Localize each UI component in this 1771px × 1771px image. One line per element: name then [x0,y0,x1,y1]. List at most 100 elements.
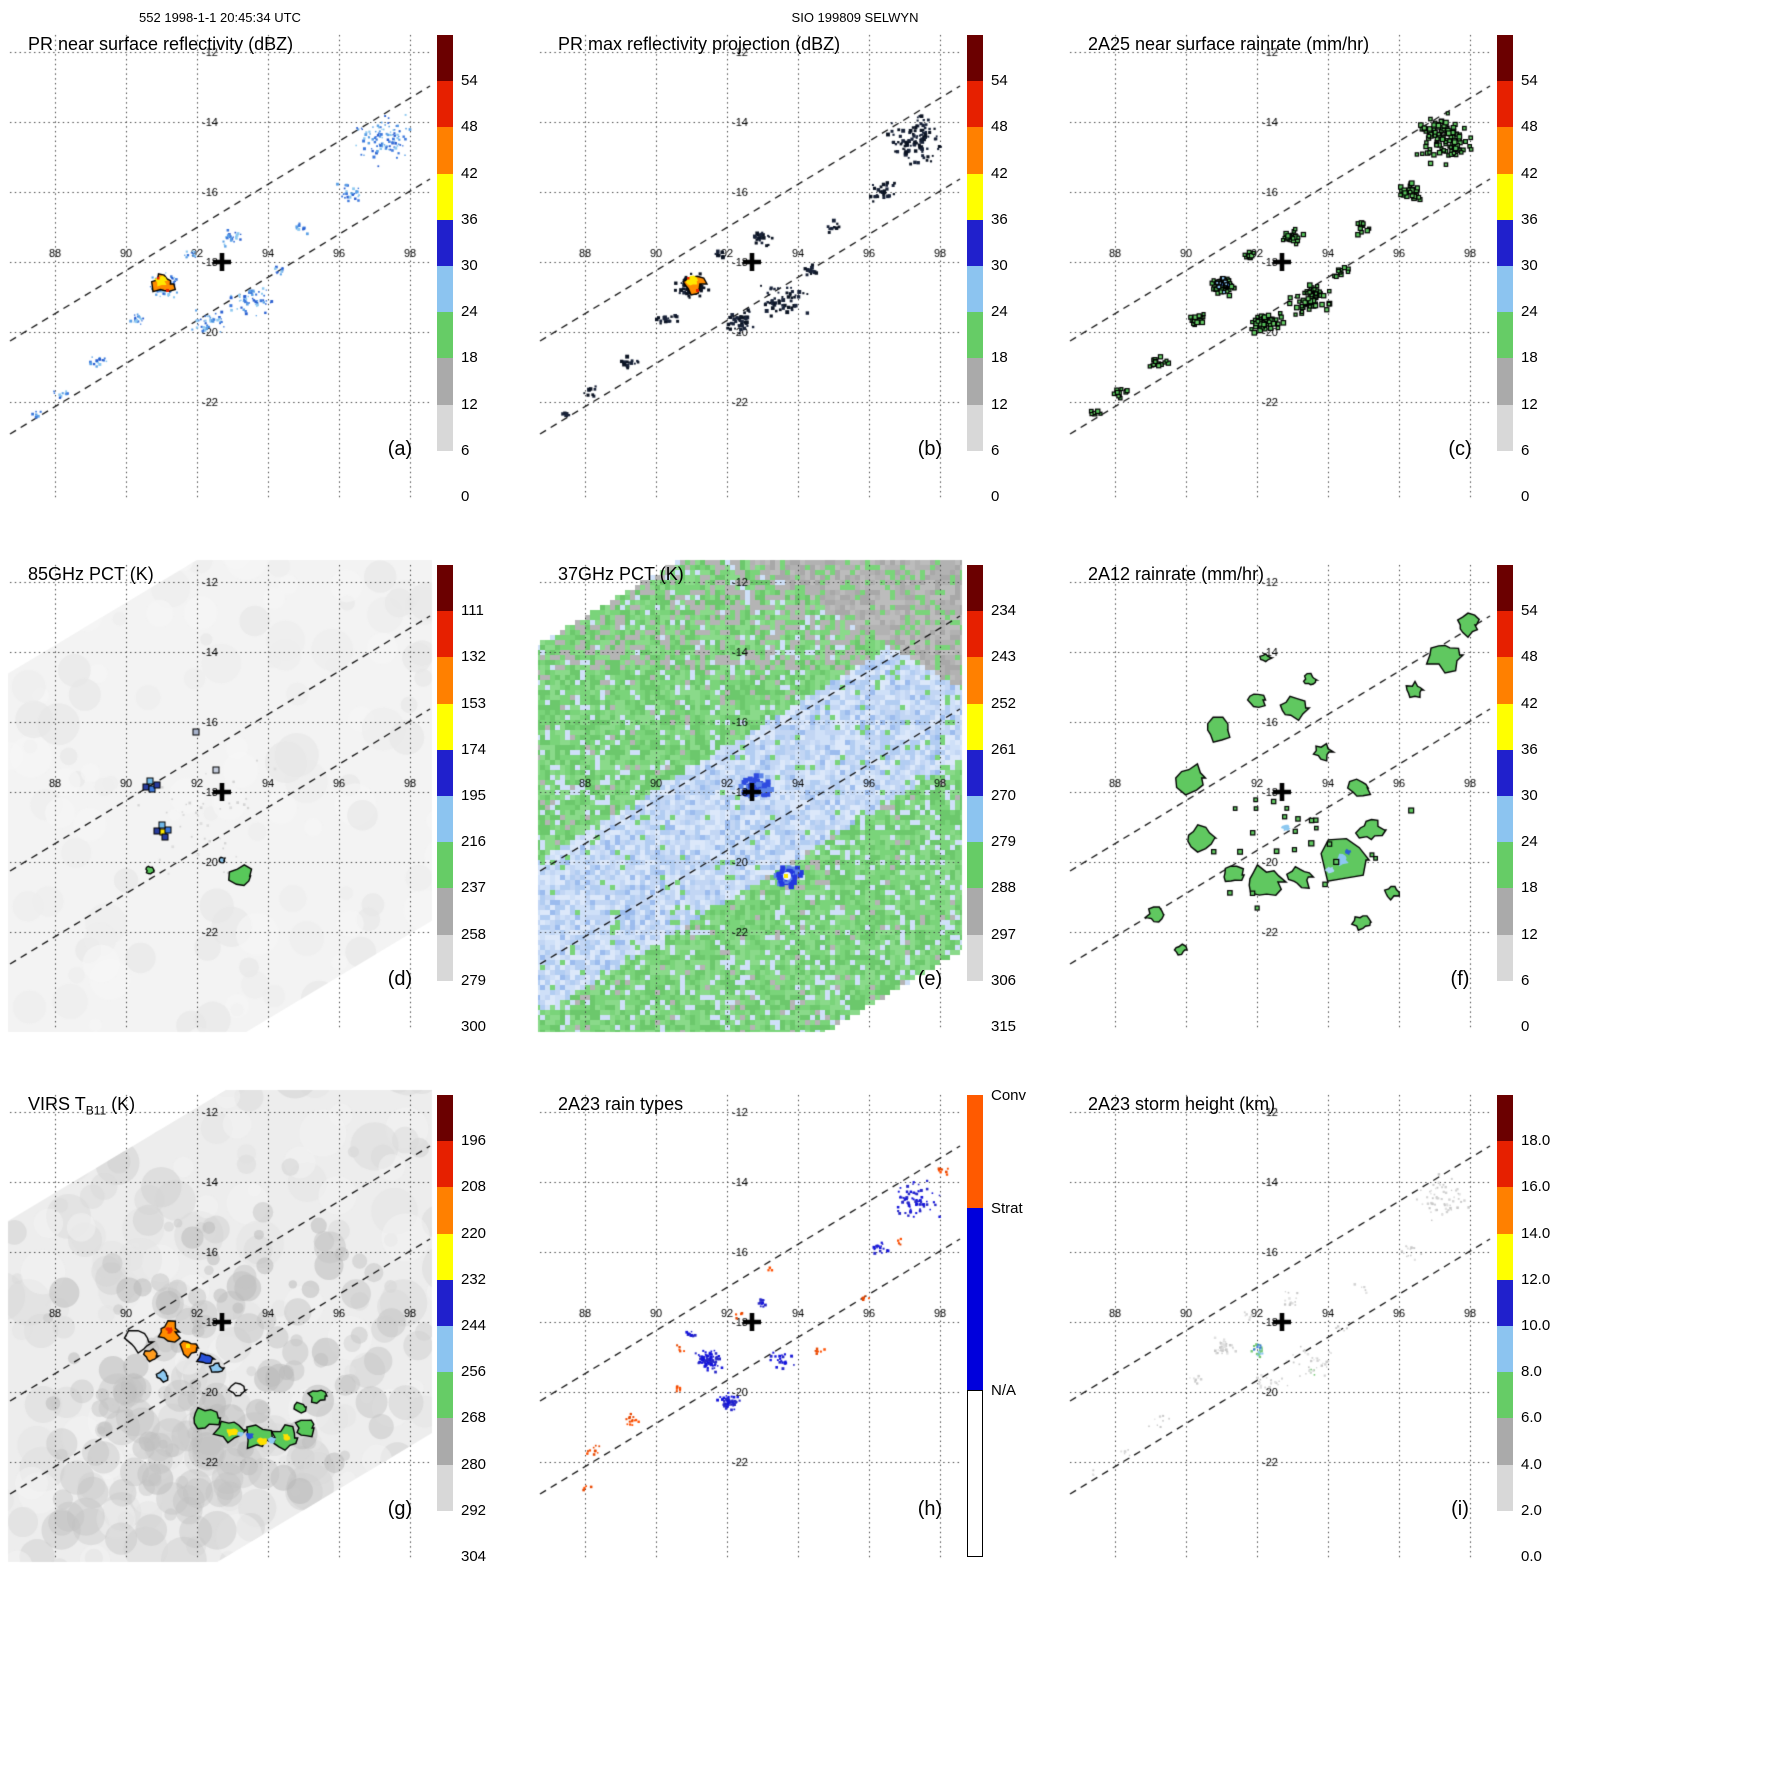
colorbar-tick: 42 [1521,694,1538,712]
colorbar-segment [437,1233,453,1281]
colorbar-tick: 280 [461,1455,487,1473]
colorbar-segment [1497,1510,1513,1558]
colorbar-tick: 12 [1521,925,1538,943]
colorbar-segment [967,127,983,175]
colorbar-tick: 0 [1521,488,1530,505]
colorbar-tick: 30 [1521,257,1538,274]
colorbar-segment [1497,173,1513,221]
colorbar-segment [967,35,983,82]
colorbar-segment [1497,842,1513,889]
colorbar-segment [967,934,983,982]
colorbar-segment [437,657,453,705]
colorbar-tick: 30 [991,257,1008,274]
colorbar-tick: 16.0 [1521,1178,1551,1196]
colorbar-segment [437,450,453,498]
colorbar-tick: 42 [461,164,478,182]
colorbar-tick: 24 [991,303,1008,321]
colorbar-segment [1497,1418,1513,1466]
colorbar-segment [967,81,983,128]
panel-letter: (d) [387,968,413,990]
panel-title-text: 85GHz PCT (K) [28,564,154,584]
colorbar-tick: 18.0 [1521,1132,1551,1150]
panel-title: 2A23 rain types [558,1094,683,1118]
panel-letter: (e) [917,968,943,990]
colorbar-tick: 42 [1521,164,1538,182]
panel-letter: (i) [1451,1498,1469,1520]
colorbar-segment [967,358,983,406]
panel-title-text: 2A12 rainrate (mm/hr) [1088,564,1265,584]
panel-e: 37GHz PCT (K) (e) 234 243 252 261 270 279 288 2… [530,530,1060,1060]
colorbar-tick: 297 [991,925,1017,943]
colorbar-segment [967,450,983,498]
colorbar-segment [437,1464,453,1512]
colorbar-tick: 237 [461,879,487,897]
colorbar-segment [967,266,983,313]
colorbar-tick: 292 [461,1501,487,1519]
colorbar-tick: 18 [461,349,478,367]
panel-title: 37GHz PCT (K) [558,564,684,588]
colorbar-segment [437,934,453,982]
colorbar-segment [967,703,983,751]
colorbar-tick: 261 [991,740,1017,758]
panel-a: PR near surface reflectivity (dBZ) (a) 5… [0,0,530,530]
panel-g: VIRS TB11 (K) (g) 196 208 220 232 244 256 268 2… [0,1060,530,1590]
colorbar-segment [437,81,453,128]
colorbar-segment [437,1372,453,1419]
colorbar-segment [437,1141,453,1188]
colorbar-segment [1497,1372,1513,1419]
colorbar-tick: 0.0 [1521,1548,1542,1565]
colorbar-tick: 8.0 [1521,1363,1542,1381]
colorbar-category-label: Conv [991,1087,1027,1104]
panel-title-text: 2A23 storm height (km) [1088,1094,1276,1114]
colorbar-tick: 196 [461,1132,487,1150]
colorbar-segment [437,1326,453,1373]
panel-title-text: 2A23 rain types [558,1094,684,1114]
panel-f: 2A12 rainrate (mm/hr) (f) 54 48 42 36 30 24 18… [1060,530,1590,1060]
colorbar-tick: 232 [461,1270,487,1288]
colorbar-segment [1497,1233,1513,1281]
colorbar-segment [1497,404,1513,452]
colorbar-segment [1497,1279,1513,1327]
colorbar-segment [967,1095,983,1208]
colorbar-tick: 304 [461,1548,487,1565]
panel-title-text: PR max reflectivity projection (dBZ) [558,34,841,54]
colorbar-tick: 220 [461,1224,487,1242]
colorbar-segment [967,219,983,267]
colorbar-tick: 243 [991,648,1017,666]
colorbar-segment [967,312,983,359]
colorbar-tick: 54 [1521,72,1538,90]
colorbar-tick: 0 [1521,1018,1530,1035]
panel-title: VIRS TB11 (K) [28,1094,135,1118]
colorbar-segment [1497,888,1513,936]
colorbar-tick: 54 [1521,602,1538,620]
colorbar-tick: 24 [461,303,478,321]
colorbar-tick: 195 [461,787,487,804]
colorbar [1497,35,1513,498]
panel-title-text: 2A25 near surface rainrate (mm/hr) [1088,34,1370,54]
colorbar-tick: 14.0 [1521,1224,1551,1242]
colorbar-tick: 4.0 [1521,1455,1542,1473]
colorbar-tick: 10.0 [1521,1317,1551,1334]
colorbar-tick: 30 [1521,787,1538,804]
colorbar-segment [437,1095,453,1142]
colorbar-tick: 30 [461,257,478,274]
colorbar-tick: 48 [1521,118,1538,136]
colorbar-segment [967,1390,983,1557]
colorbar-segment [437,1279,453,1327]
colorbar-segment [437,1187,453,1235]
colorbar-tick: 258 [461,925,487,943]
panel-letter: (a) [387,438,413,460]
colorbar-segment [437,565,453,612]
colorbar-tick: 216 [461,833,487,851]
panel-title: 85GHz PCT (K) [28,564,154,588]
colorbar-tick: 12 [991,395,1008,413]
colorbar-segment [1497,565,1513,612]
colorbar-segment [437,266,453,313]
colorbar [437,1095,453,1558]
colorbar-segment [1497,266,1513,313]
colorbar-tick: 36 [991,210,1008,228]
panel-d: 85GHz PCT (K) (d) 111 132 153 174 195 216 237 2… [0,530,530,1060]
colorbar-tick: 6 [1521,441,1530,459]
colorbar-segment [1497,358,1513,406]
colorbar-segment [1497,127,1513,175]
